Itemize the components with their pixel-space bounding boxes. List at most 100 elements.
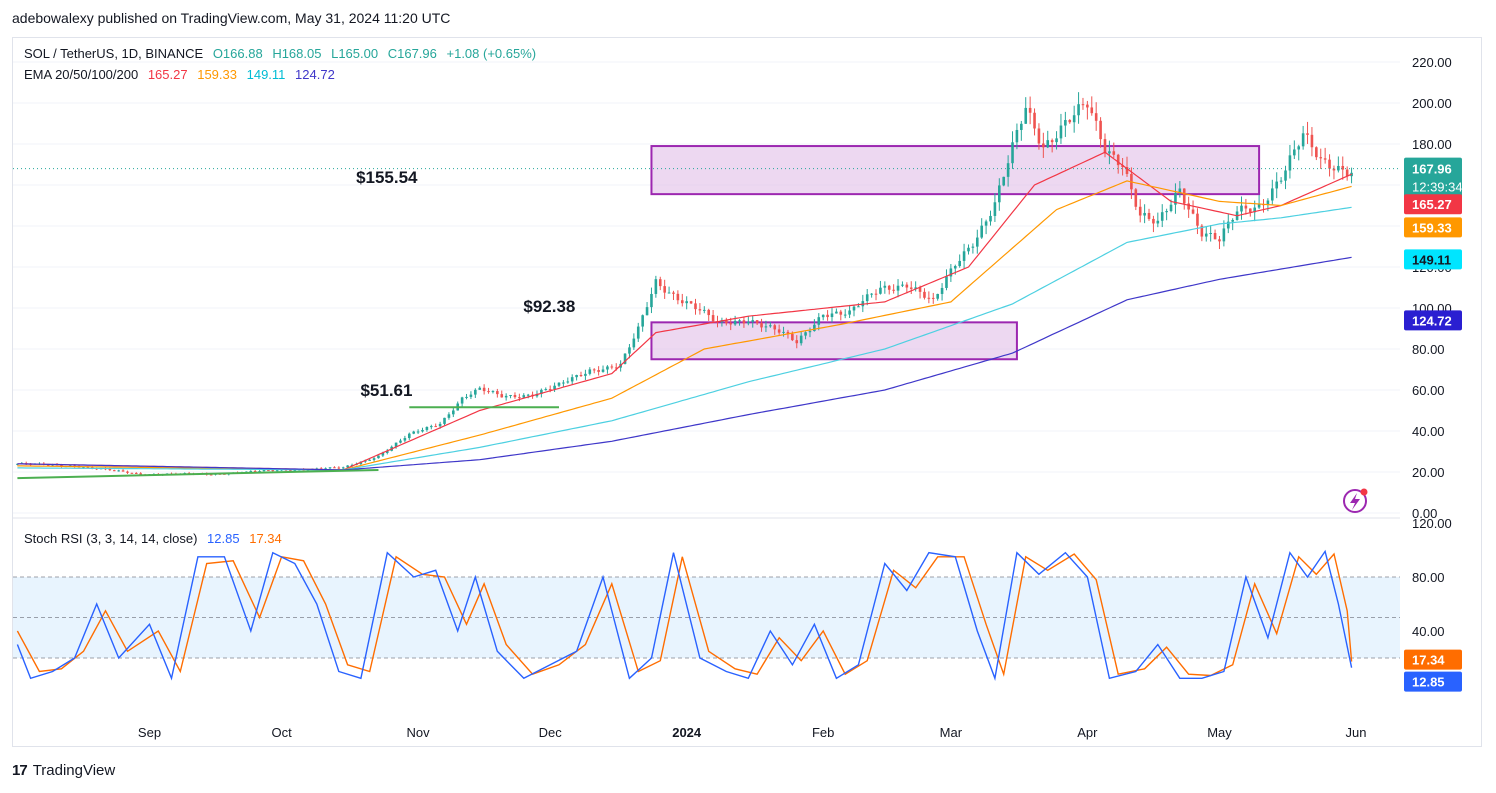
ema200-tag-bg	[1404, 310, 1462, 331]
candle-body	[496, 391, 499, 395]
candle-body	[636, 326, 640, 339]
candle-body	[579, 374, 583, 376]
candle-body	[857, 306, 860, 308]
candle-body	[1266, 200, 1270, 205]
candle-body	[333, 467, 336, 469]
candle-body	[729, 323, 733, 325]
candle-body	[1213, 233, 1217, 240]
candle-body	[1002, 176, 1006, 186]
candle-body	[117, 470, 120, 472]
candle-body	[949, 268, 953, 277]
candle-body	[628, 347, 631, 354]
candle-body	[1174, 192, 1177, 205]
candle-body	[1143, 212, 1146, 216]
price-tick-label: 180.00	[1412, 137, 1452, 152]
candle-body	[267, 470, 270, 472]
candle-body	[121, 470, 125, 472]
candle-body	[324, 468, 327, 470]
stoch-tick-label: 80.00	[1412, 570, 1445, 585]
support-zones	[650, 145, 1261, 361]
candle-body	[394, 442, 398, 447]
candle-body	[813, 324, 816, 332]
candle-body	[90, 467, 94, 469]
price-tick-label: 0.00	[1412, 506, 1437, 521]
candle-body	[1182, 188, 1186, 204]
candle-body	[513, 395, 517, 398]
candle-body	[967, 247, 970, 252]
candle-body	[725, 320, 728, 324]
candle-body	[1020, 123, 1023, 130]
chart-frame	[12, 37, 1482, 747]
candle-body	[1152, 218, 1155, 224]
candle-body	[1218, 239, 1221, 242]
ema20-tag-bg	[1404, 194, 1462, 215]
time-tick-label: Mar	[940, 725, 963, 740]
candle-body	[1099, 120, 1102, 140]
candle-body	[702, 309, 706, 311]
candle-body	[293, 469, 297, 471]
price-tick-label: 60.00	[1412, 383, 1445, 398]
candle-body	[887, 285, 891, 290]
candle-body	[870, 293, 873, 295]
candle-body	[584, 373, 587, 376]
candle-body	[1081, 104, 1085, 106]
candle-body	[1134, 189, 1138, 207]
candle-body	[407, 433, 411, 439]
candle-body	[808, 331, 812, 333]
candle-body	[1244, 205, 1248, 209]
time-tick-label: Oct	[271, 725, 292, 740]
candle-body	[1156, 220, 1160, 224]
candle-body	[421, 429, 424, 432]
stoch-k-line	[16, 549, 1353, 681]
support-zone	[650, 321, 1018, 361]
candle-body	[610, 366, 614, 368]
last-price-tag-bg	[1404, 157, 1462, 198]
symbol-legend: SOL / TetherUS, 1D, BINANCE O166.88 H168…	[24, 46, 542, 61]
candle-body	[1196, 213, 1199, 226]
candle-body	[522, 395, 526, 398]
candle-body	[1042, 143, 1045, 148]
candle-body	[289, 470, 292, 472]
notification-dot-icon	[1360, 488, 1368, 496]
candle-body	[905, 284, 909, 288]
candle-body	[1024, 107, 1028, 124]
candle-body	[385, 450, 389, 453]
time-axis: Sep Oct Nov Dec 2024 Feb Mar Apr May Jun	[138, 725, 1367, 740]
candle-body	[1068, 120, 1072, 123]
candle-body	[707, 309, 711, 316]
candle-body	[975, 237, 979, 247]
candle-body	[1103, 139, 1107, 154]
candle-body	[865, 294, 869, 302]
candle-body	[1297, 146, 1301, 150]
price-annotation: $51.61	[360, 381, 412, 400]
candle-body	[835, 311, 838, 314]
candle-body	[1279, 180, 1283, 182]
candle-body	[830, 313, 834, 318]
candle-body	[368, 459, 371, 461]
candle-body	[465, 396, 468, 398]
symbol-name: SOL / TetherUS, 1D, BINANCE	[24, 46, 204, 61]
candle-body	[1050, 140, 1054, 143]
candle-body	[711, 315, 715, 322]
candle-body	[452, 410, 455, 415]
lightning-bolt-icon	[1350, 493, 1360, 510]
candle-body	[1293, 149, 1296, 156]
candle-body	[1337, 165, 1340, 171]
candle-body	[874, 293, 878, 295]
ema100-tag: 149.11	[1412, 252, 1451, 267]
publisher-line: adebowalexy published on TradingView.com…	[12, 10, 451, 26]
price-annotation: $155.54	[356, 168, 418, 187]
candle-body	[654, 279, 658, 294]
candle-body	[685, 301, 688, 304]
candle-body	[108, 468, 112, 471]
candle-body	[1248, 208, 1252, 213]
candle-body	[491, 391, 495, 393]
candle-body	[1341, 165, 1345, 170]
candle-body	[372, 458, 376, 460]
stoch-rsi-pane	[13, 549, 1400, 681]
footer-brand[interactable]: 17 TradingView	[12, 762, 115, 779]
candle-body	[1094, 113, 1098, 121]
candle-body	[896, 285, 900, 291]
candle-body	[1222, 228, 1226, 242]
